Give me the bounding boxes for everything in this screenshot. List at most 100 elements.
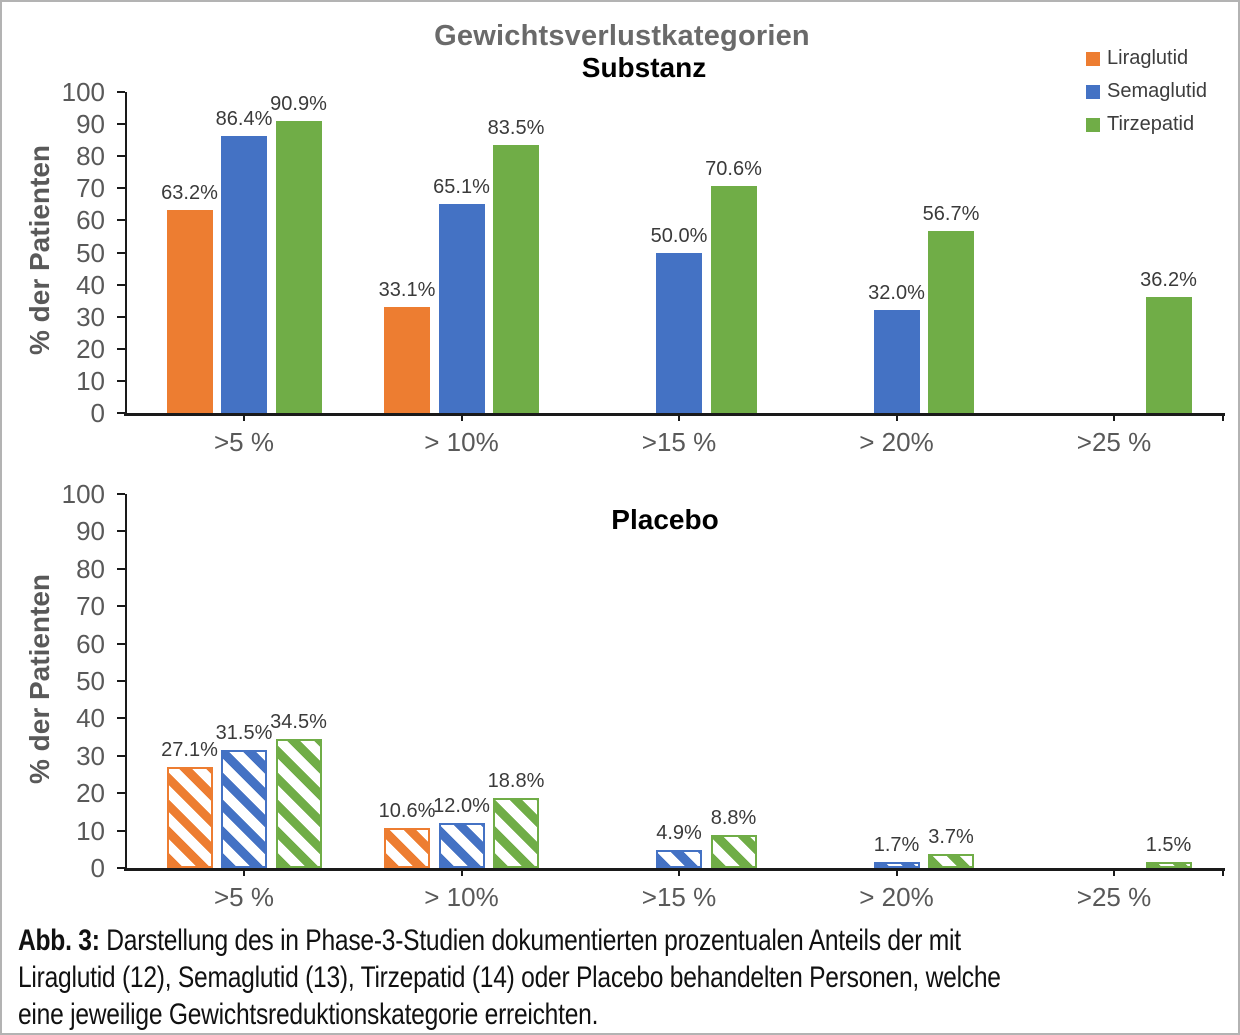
figure-caption: Abb. 3: Darstellung des in Phase-3-Studi… [18,922,1216,1033]
x-tick-label: > 10% [424,427,499,457]
y-tick-mark [117,754,125,757]
y-tick-label: 60 [76,205,105,236]
bar-value-label: 83.5% [487,116,545,139]
x-tick-mark [1113,868,1115,876]
y-tick-label: 10 [76,815,105,846]
y-tick-label: 30 [76,740,105,771]
figure-title: Gewichtsverlustkategorien [434,20,810,52]
x-tick-mark [243,413,245,421]
y-tick-mark [117,379,125,382]
bar-value-label: 1.5% [1145,834,1192,857]
x-tick-label: > 20% [859,427,934,457]
y-tick-mark [117,283,125,286]
bar-value-label: 56.7% [922,202,980,225]
bar-semaglutid-3 [656,252,702,413]
caption-text-1: Darstellung des in Phase-3-Studien dokum… [106,924,961,957]
bar-value-label: 3.7% [928,826,974,849]
bar-liraglutid-1 [166,766,213,868]
x-tick-label: >25 % [1076,882,1152,912]
y-tick-label: 80 [76,141,105,172]
bar-tirzepatid-2 [493,144,539,413]
x-tick-label: >5 % [214,882,274,912]
y-tick-label: 90 [76,109,105,140]
y-tick-label: 0 [90,853,105,883]
bar-value-label: 34.5% [270,710,327,733]
x-axis-line [124,413,1225,416]
bar-value-label: 1.7% [873,833,920,856]
y-tick-mark [117,680,125,682]
bar-tirzepatid-4 [928,230,974,413]
y-axis-line [124,92,127,413]
bar-value-label: 27.1% [161,738,218,761]
bar-value-label: 31.5% [215,722,273,745]
legend-item-tirzepatid: Tirzepatid [1086,108,1207,141]
y-tick-label: 30 [76,301,105,332]
bar-value-label: 12.0% [433,795,490,818]
bar-semaglutid-2 [438,204,485,413]
y-tick-mark [117,530,125,533]
y-tick-label: 90 [76,516,105,547]
y-tick-label: 20 [76,778,105,809]
y-tick-label: 40 [76,703,105,734]
y-tick-label: 70 [76,173,105,204]
bar-tirzepatid-5 [1145,296,1192,413]
legend: Liraglutid Semaglutid Tirzepatid [1086,42,1207,141]
caption-line-1: Abb. 3: Darstellung des in Phase-3-Studi… [18,922,1001,959]
x-tick-mark [678,413,680,421]
bar-tirzepatid-1 [275,738,322,868]
y-tick-label: 100 [61,479,105,509]
y-tick-mark [117,91,125,93]
bar-value-label: 86.4% [215,107,273,130]
bar-value-label: 36.2% [1140,268,1197,291]
x-axis-line [124,868,1225,871]
y-tick-mark [117,315,125,318]
y-tick-mark [117,867,125,869]
chart-title-placebo: Placebo [611,504,719,535]
y-tick-label: 0 [90,398,105,428]
x-tick-label: >25 % [1076,427,1152,457]
bar-value-label: 8.8% [710,807,757,830]
legend-marker-icon [1086,51,1100,66]
caption-line-2: Liraglutid (12), Semaglutid (13), Tirzep… [18,961,1001,994]
y-tick-label: 20 [76,333,105,364]
bar-value-label: 33.1% [378,278,436,301]
y-tick-mark [117,187,125,190]
y-tick-label: 100 [61,77,105,107]
bar-liraglutid-2 [384,828,430,868]
bar-liraglutid-1 [166,210,213,413]
bar-semaglutid-4 [873,310,920,413]
y-tick-label: 80 [76,553,105,584]
bar-value-label: 32.0% [868,282,925,305]
bar-tirzepatid-3 [710,186,757,413]
bar-value-label: 50.0% [650,224,708,247]
bar-tirzepatid-5 [1145,862,1192,868]
y-axis-line [124,494,127,868]
bar-semaglutid-4 [873,861,920,868]
legend-label: Semaglutid [1107,80,1208,102]
x-tick-mark [1222,413,1224,421]
bar-value-label: 18.8% [487,769,545,792]
y-tick-label: 60 [76,628,105,659]
legend-item-liraglutid: Liraglutid [1086,42,1207,75]
x-tick-mark [1222,868,1224,876]
y-tick-mark [117,155,125,158]
legend-label: Tirzepatid [1107,113,1195,135]
x-tick-label: >5 % [214,427,274,457]
bar-tirzepatid-1 [275,121,322,413]
legend-item-semaglutid: Semaglutid [1086,75,1207,108]
y-tick-mark [117,219,125,222]
x-tick-label: >15 % [641,427,717,457]
y-tick-mark [117,347,125,350]
caption-label: Abb. 3: [18,924,100,957]
y-tick-mark [117,829,125,832]
bar-value-label: 10.6% [378,800,436,823]
bar-liraglutid-2 [384,306,430,413]
y-tick-mark [117,605,125,608]
legend-marker-icon [1086,84,1100,99]
x-tick-label: >15 % [641,882,717,912]
bar-value-label: 90.9% [270,93,327,116]
y-tick-mark [117,717,125,720]
y-tick-mark [117,251,125,254]
x-tick-mark [460,868,463,876]
